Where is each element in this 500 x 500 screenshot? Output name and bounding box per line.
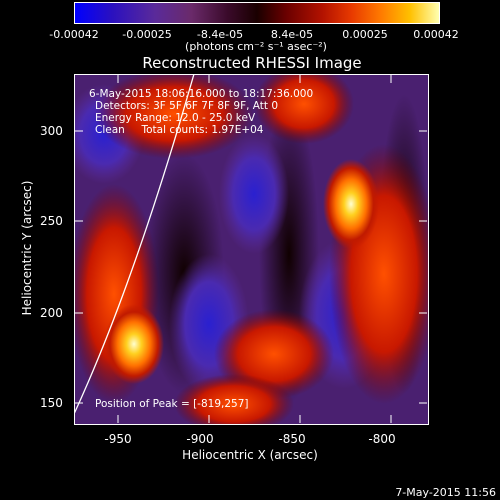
colorbar-tick-1: -0.00025 [122, 28, 172, 41]
footer-timestamp: 7-May-2015 11:56 [395, 486, 496, 499]
rhessi-heatmap [74, 74, 429, 425]
annotation-energy: Energy Range: 12.0 - 25.0 keV [95, 112, 256, 124]
y-axis-label: Heliocentric Y (arcsec) [20, 180, 34, 316]
x-tick-3: -800 [368, 432, 396, 446]
plot-title: Reconstructed RHESSI Image [142, 54, 362, 72]
colorbar-units: (photons cm⁻² s⁻¹ asec⁻²) [185, 40, 327, 53]
colorbar-tick-4: 0.00025 [342, 28, 388, 41]
colorbar [74, 2, 440, 24]
annotation-peak: Position of Peak = [-819,257] [95, 398, 249, 410]
plot-frame [74, 74, 429, 425]
colorbar-tick-0: -0.00042 [49, 28, 99, 41]
colorbar-tick-2: -8.4e-05 [196, 28, 244, 41]
heliocentric-image [74, 74, 429, 425]
annotation-time: 6-May-2015 18:06:16.000 to 18:17:36.000 [89, 88, 314, 100]
x-axis-label: Heliocentric X (arcsec) [182, 448, 318, 462]
colorbar-tick-5: 0.00042 [413, 28, 459, 41]
x-tick-0: -950 [104, 432, 132, 446]
x-tick-2: -850 [278, 432, 306, 446]
annotation-method: Clean Total counts: 1.97E+04 [95, 124, 264, 136]
solar-limb-line [74, 74, 195, 415]
y-tick-0: 300 [40, 124, 63, 138]
y-tick-2: 200 [40, 306, 63, 320]
x-tick-1: -900 [186, 432, 214, 446]
colorbar-tick-3: 8.4e-05 [270, 28, 314, 41]
annotation-detectors: Detectors: 3F 5F 6F 7F 8F 9F, Att 0 [95, 100, 279, 112]
y-tick-3: 150 [40, 396, 63, 410]
y-tick-1: 250 [40, 214, 63, 228]
